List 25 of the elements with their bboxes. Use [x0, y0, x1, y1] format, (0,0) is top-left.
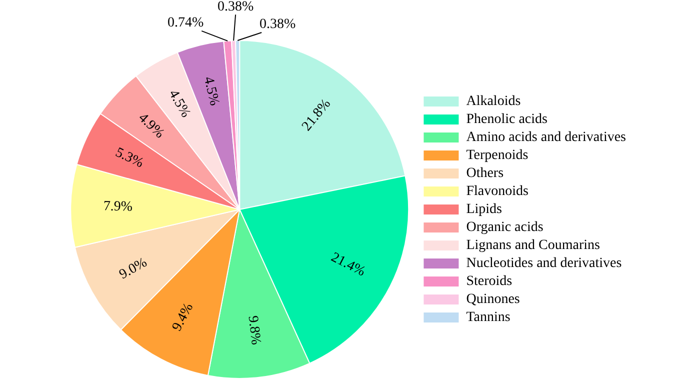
data-label: 7.9%	[103, 199, 134, 215]
data-label: 4.9%	[135, 110, 168, 142]
legend-label: Amino acids and derivatives	[466, 130, 626, 146]
legend-label: Tannins	[466, 310, 510, 326]
data-label: 21.4%	[328, 250, 368, 280]
data-label: 0.74%	[168, 16, 204, 31]
legend-label: Lignans and Coumarins	[466, 238, 600, 254]
legend-label: Alkaloids	[466, 94, 521, 110]
legend-label: Quinones	[466, 292, 520, 308]
data-label: 4.5%	[165, 88, 194, 121]
legend-label: Nucleotides and derivatives	[466, 256, 622, 272]
legend-label: Organic acids	[466, 220, 544, 236]
data-label: 9.8%	[244, 314, 264, 346]
legend-label: Flavonoids	[466, 184, 528, 200]
data-label: 0.38%	[260, 17, 296, 32]
legend-label: Steroids	[466, 274, 512, 290]
data-label: 9.4%	[170, 300, 197, 334]
data-label: 0.38%	[217, 0, 254, 14]
legend-label: Others	[466, 166, 504, 182]
data-label: 9.0%	[117, 255, 150, 283]
data-label: 4.5%	[200, 75, 222, 108]
legend-label: Phenolic acids	[466, 112, 548, 128]
legend-label: Lipids	[466, 202, 502, 218]
legend-label: Terpenoids	[466, 148, 528, 164]
data-label: 5.3%	[112, 145, 146, 172]
